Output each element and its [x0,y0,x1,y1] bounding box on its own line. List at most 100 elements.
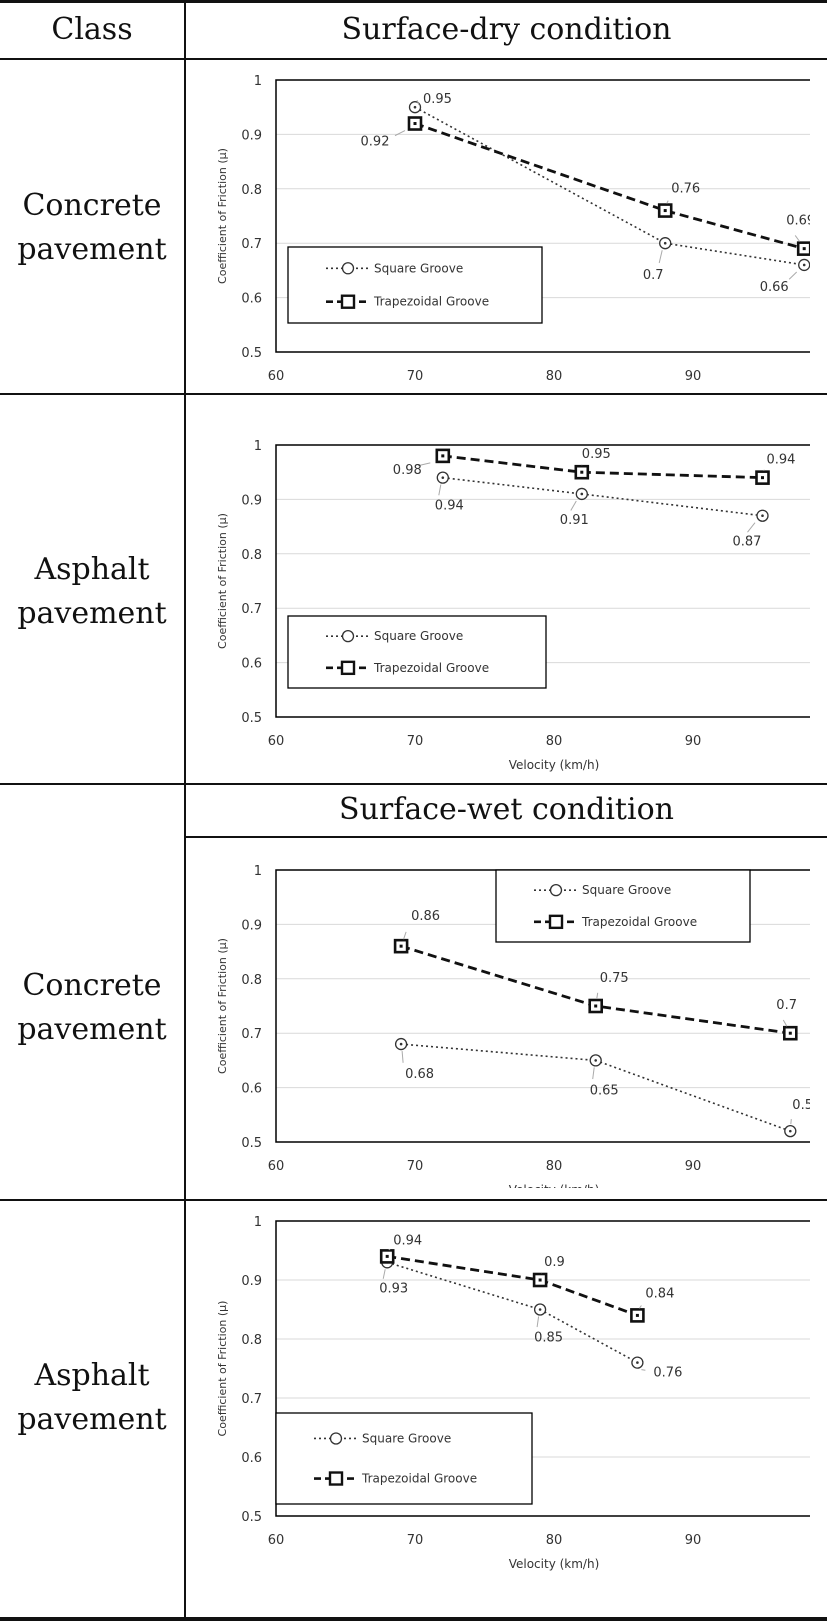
x-tick-label: 90 [685,734,702,749]
legend-box [287,615,547,689]
data-point-square-center [580,470,584,474]
data-label-leader [416,100,420,106]
y-tick-label: 0.8 [241,1333,262,1348]
data-point-circle-center [399,1042,403,1046]
chart-dry-concrete: 0.50.60.70.80.9160708090100Velocity (km/… [216,74,810,384]
x-tick-label: 70 [407,1159,424,1174]
legend-box [495,869,751,943]
data-point-circle-center [789,1129,792,1133]
data-point-circle-center [761,514,764,518]
data-label-leader [417,462,431,467]
data-label-leader [382,1269,386,1279]
plot-area [275,79,810,353]
y-tick-label: 1 [254,439,262,454]
legend-circle-marker [549,884,563,897]
x-tick-label: 60 [268,734,285,749]
row-label-4-line1: Asphalt [34,1358,150,1393]
legend-label: Square Groove [374,629,463,643]
row-rule-2 [0,783,827,785]
data-label: 0.76 [671,182,700,197]
data-label-leader [394,130,406,137]
row-label-3: Concrete pavement [0,964,184,1052]
y-tick-label: 0.5 [241,1136,262,1151]
data-label: 0.94 [393,1233,422,1248]
series-line [442,454,763,480]
y-tick-label: 0.7 [241,237,262,252]
data-label: 0.66 [760,280,789,295]
data-point-square-center [635,1313,639,1317]
x-axis-title: Velocity (km/h) [509,1557,600,1571]
x-axis-title: Velocity (km/h) [509,1183,600,1188]
data-point-square-center [761,476,764,480]
legend-label: Square Groove [582,883,671,897]
x-tick-label: 80 [546,734,563,749]
data-label: 0.76 [653,1366,682,1381]
x-tick-label: 90 [685,1533,702,1548]
x-tick-label: 90 [685,1159,702,1174]
data-label: 0.7 [643,268,664,283]
x-tick-label: 70 [407,369,424,384]
data-point-square-center [788,1031,792,1035]
data-label: 0.86 [411,909,440,924]
wet-header-rule [185,836,827,838]
row-label-1-line1: Concrete [22,188,162,223]
data-label: 0.93 [379,1281,408,1296]
series-line [386,1255,638,1317]
data-label-leader [536,1316,540,1328]
data-point-square-center [594,1004,598,1008]
column-divider [184,0,186,1620]
x-tick-label: 70 [407,1533,424,1548]
data-label-leader [401,1051,404,1063]
row-label-1: Concrete pavement [0,184,184,272]
y-tick-label: 0.6 [241,292,262,307]
table-top-rule [0,0,827,3]
data-point-circle-center [663,241,667,245]
data-label-leader [788,271,798,280]
series-line [386,1261,638,1364]
x-tick-label: 60 [268,1159,285,1174]
data-label-leader [596,992,599,1000]
y-tick-label: 0.5 [241,711,262,726]
data-label: 0.94 [767,453,796,468]
x-tick-label: 80 [546,1533,563,1548]
y-tick-label: 0.9 [241,128,262,143]
row-rule-3 [0,1199,827,1201]
x-tick-label: 80 [546,369,563,384]
data-point-circle-center [441,476,445,479]
y-axis-title: Coefficient of Friction (μ) [216,938,229,1074]
legend-box [287,246,543,324]
y-tick-label: 0.5 [241,1510,262,1525]
data-label-leader [570,500,577,511]
row-rule-1 [0,393,827,395]
plot-area [275,444,810,718]
wet-header: Surface-wet condition [339,792,674,827]
legend-label: Trapezoidal Groove [373,295,489,309]
x-tick-label: 80 [546,1159,563,1174]
chart-dry-asphalt: 0.50.60.70.80.9160708090100Velocity (km/… [216,439,810,772]
data-point-square-center [441,454,445,458]
y-tick-label: 1 [254,74,262,89]
y-axis-title: Coefficient of Friction (μ) [216,1301,229,1437]
series-line [442,476,763,517]
y-tick-label: 0.6 [241,1451,262,1466]
legend-circle-marker [341,630,355,643]
x-axis-title: Velocity (km/h) [509,758,600,772]
legend-label: Trapezoidal Groove [361,1472,477,1486]
legend-label: Trapezoidal Groove [373,661,489,675]
row-label-2-line2: pavement [17,596,167,631]
data-label-leader [782,1019,788,1027]
row-label-4: Asphalt pavement [0,1354,184,1442]
data-label: 0.92 [361,135,390,150]
data-point-square-center [538,1278,542,1282]
y-tick-label: 0.7 [241,602,262,617]
y-tick-label: 0.8 [241,973,262,988]
data-label: 0.7 [776,998,797,1013]
data-label-leader [403,931,407,940]
x-tick-label: 60 [268,1533,285,1548]
data-label: 0.95 [582,447,611,462]
y-tick-label: 0.8 [241,183,262,198]
data-point-circle-center [538,1308,542,1311]
y-tick-label: 0.9 [241,1274,262,1289]
data-point-square-center [399,944,403,948]
data-label-leader [638,1305,642,1309]
